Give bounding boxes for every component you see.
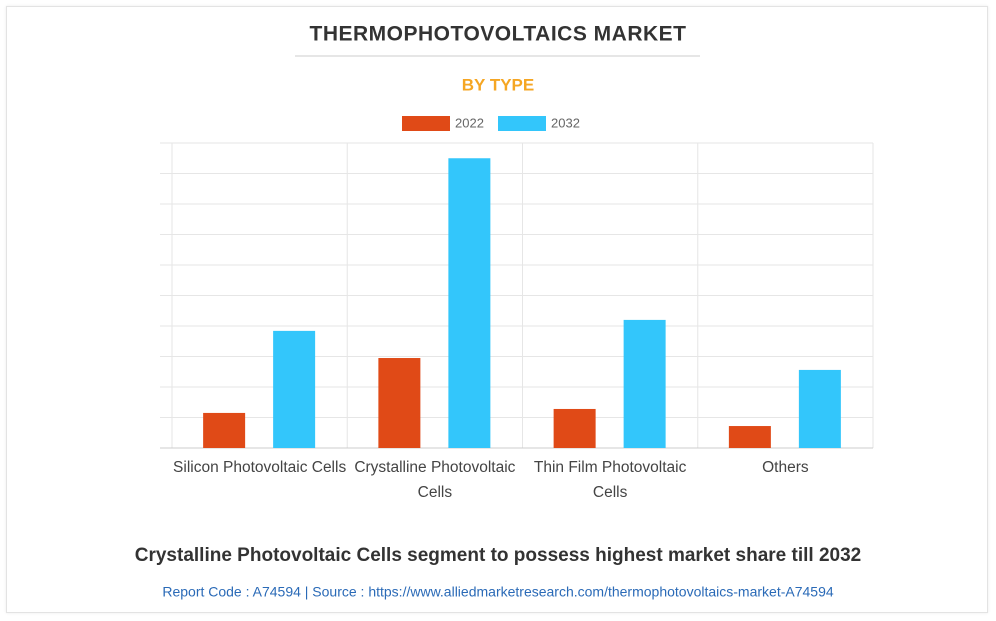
footer: Crystalline Photovoltaic Cells segment t… <box>135 545 861 566</box>
chart-title: THERMOPHOTOVOLTAICS MARKET <box>310 23 687 46</box>
bar <box>203 412 246 448</box>
chart-subtitle: BY TYPE <box>462 75 534 94</box>
bar <box>623 319 666 448</box>
legend-swatch <box>498 116 546 131</box>
legend-label: 2022 <box>455 115 484 130</box>
x-tick-label: Silicon Photovoltaic Cells <box>173 459 347 476</box>
bar <box>378 358 421 448</box>
x-tick-label: Others <box>762 459 809 476</box>
bar <box>448 158 491 448</box>
bar <box>798 369 841 448</box>
legend-label: 2032 <box>551 115 580 130</box>
bar <box>553 408 596 448</box>
bar <box>273 330 316 448</box>
source: Report Code : A74594 | Source : https://… <box>162 584 834 600</box>
bar <box>728 426 771 448</box>
legend-swatch <box>402 116 450 131</box>
card <box>6 6 988 613</box>
x-tick-label: Crystalline Photovoltaic Cells <box>354 459 516 501</box>
x-tick-label: Thin Film Photovoltaic Cells <box>533 459 687 501</box>
